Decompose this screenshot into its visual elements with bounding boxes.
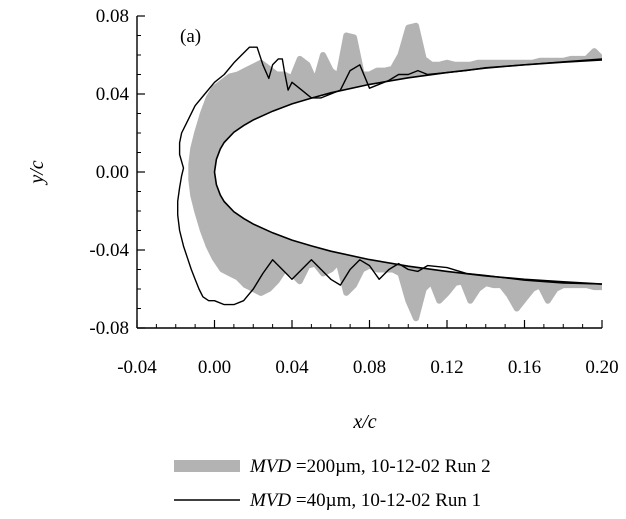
x-tick-label: 0.04 xyxy=(275,357,309,378)
x-tick-label: -0.04 xyxy=(117,357,157,378)
legend-label-mvd-200: MVD =200µm, 10-12-02 Run 2 xyxy=(249,456,491,477)
y-tick-label: 0.04 xyxy=(96,84,130,105)
y-tick-label: 0.08 xyxy=(96,6,129,27)
series-mvd-40 xyxy=(177,46,602,306)
x-tick-label: 0.16 xyxy=(508,357,541,378)
x-tick-label: 0.00 xyxy=(198,357,231,378)
clean-airfoil-fill xyxy=(214,59,602,285)
legend-rest-mvd-200: =200µm, 10-12-02 Run 2 xyxy=(291,456,491,477)
y-tick-label: -0.04 xyxy=(89,240,129,261)
legend-label-mvd-40: MVD =40µm, 10-12-02 Run 1 xyxy=(249,490,481,511)
x-tick-label: 0.20 xyxy=(585,357,618,378)
panel-label: (a) xyxy=(180,26,201,47)
y-tick-label: -0.08 xyxy=(89,318,129,339)
tick-marks xyxy=(136,15,603,329)
legend-italic-mvd-200: MVD xyxy=(249,456,291,477)
y-axis-title: y/c xyxy=(26,160,48,185)
tick-labels: -0.08 -0.04 0.00 0.04 0.08 -0.04 0.00 0.04 0.08 0… xyxy=(89,6,618,378)
x-tick-label: 0.12 xyxy=(430,357,463,378)
clean-airfoil-outline xyxy=(213,59,602,285)
y-tick-label: 0.00 xyxy=(96,162,129,183)
legend-italic-mvd-40: MVD xyxy=(249,490,291,511)
x-axis-title: x/c xyxy=(352,411,376,433)
x-tick-label: 0.08 xyxy=(353,357,386,378)
legend: MVD =200µm, 10-12-02 Run 2 MVD =40µm, 10… xyxy=(174,456,491,511)
clean-airfoil-layer xyxy=(213,59,602,285)
ice-shape-mvd-40-line xyxy=(177,46,602,306)
legend-rest-mvd-40: =40µm, 10-12-02 Run 1 xyxy=(291,490,481,511)
